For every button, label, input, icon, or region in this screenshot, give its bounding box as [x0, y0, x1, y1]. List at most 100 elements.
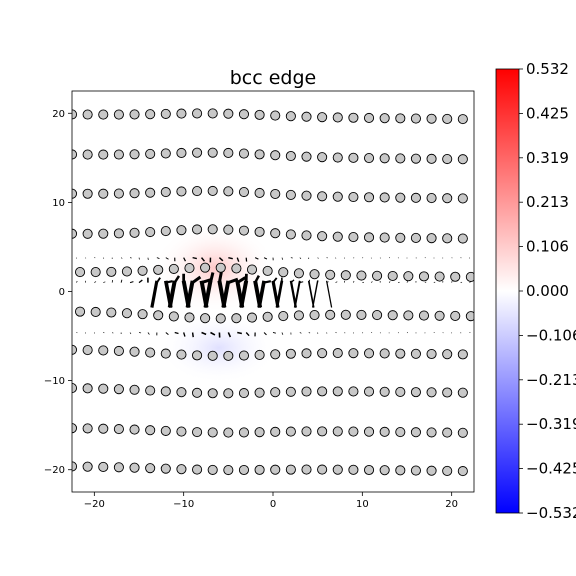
displacement-arrow: [388, 281, 391, 283]
atom: [348, 464, 359, 475]
atom: [450, 310, 461, 322]
atom: [207, 388, 218, 399]
displacement-arrow: [245, 332, 250, 337]
atom: [301, 464, 312, 475]
atom: [450, 271, 461, 282]
atom: [363, 232, 375, 243]
atom: [465, 271, 474, 282]
atom: [442, 387, 453, 398]
displacement-arrow: [263, 332, 267, 336]
atom: [317, 426, 328, 437]
atom: [168, 311, 179, 322]
atom: [278, 267, 289, 278]
atom: [82, 345, 93, 356]
atom: [426, 192, 437, 204]
atom: [457, 349, 468, 360]
displacement-arrow: [201, 331, 207, 336]
atom: [145, 347, 156, 358]
atom: [207, 427, 218, 438]
displacement-arrow: [191, 332, 194, 338]
atom: [363, 464, 375, 476]
core-arrow: [275, 280, 284, 308]
displacement-arrow: [129, 281, 134, 284]
atom: [270, 188, 281, 200]
atom: [301, 230, 312, 241]
displacement-arrow: [138, 279, 143, 284]
atom: [238, 186, 250, 198]
atom: [442, 427, 453, 438]
atom: [410, 387, 421, 398]
atom: [465, 311, 474, 322]
colorbar-tick-label: −0.425: [526, 460, 576, 478]
atom: [395, 426, 406, 438]
atom: [238, 148, 250, 159]
atom: [348, 191, 359, 203]
atom: [82, 228, 93, 239]
atom: [379, 232, 390, 243]
atom: [129, 346, 140, 357]
atom: [410, 232, 421, 244]
atom: [254, 226, 265, 237]
atom: [254, 349, 265, 360]
atom: [160, 226, 171, 237]
atom: [145, 226, 156, 238]
atom: [325, 309, 336, 320]
atom: [270, 464, 281, 475]
atom: [379, 426, 390, 437]
atom: [223, 224, 234, 235]
displacement-arrow: [94, 281, 97, 283]
atom: [145, 463, 156, 474]
atom: [129, 227, 140, 238]
atom: [160, 148, 171, 159]
atom: [270, 228, 281, 239]
atom: [301, 111, 312, 122]
atom: [348, 426, 359, 437]
atom: [379, 153, 390, 164]
atom: [98, 188, 109, 199]
atom: [223, 350, 234, 361]
plot-area: [72, 108, 474, 477]
atom: [98, 383, 109, 394]
atom: [106, 266, 117, 277]
atom: [356, 270, 367, 281]
atom: [82, 188, 93, 199]
displacement-arrow: [263, 257, 268, 260]
atom: [121, 266, 132, 277]
core-arrow: [185, 280, 195, 308]
core-arrow: [167, 280, 177, 308]
atom: [223, 186, 234, 197]
atom: [356, 309, 367, 320]
atom: [442, 113, 453, 124]
displacement-arrow: [227, 332, 232, 338]
displacement-arrow: [165, 332, 169, 336]
y-tick-label: 10: [52, 198, 65, 209]
atom: [317, 191, 328, 202]
atom: [325, 269, 336, 280]
atom: [332, 386, 343, 397]
atoms: [72, 108, 474, 477]
atom: [410, 192, 421, 203]
atom: [215, 262, 226, 273]
displacement-arrow: [183, 332, 186, 337]
atom: [192, 387, 203, 398]
atom: [457, 154, 468, 165]
atom: [74, 267, 86, 278]
atom: [426, 387, 437, 398]
atom: [238, 109, 250, 120]
atom: [176, 186, 187, 197]
atom: [457, 427, 468, 438]
atom: [317, 152, 328, 163]
atom: [348, 232, 359, 243]
atom: [207, 108, 218, 119]
atom: [395, 348, 406, 359]
atom: [363, 153, 375, 164]
atom: [340, 309, 351, 320]
atom: [363, 426, 375, 437]
atom: [168, 263, 179, 274]
x-tick-label: 0: [270, 499, 276, 510]
colorbar-tick-label: −0.319: [526, 415, 576, 433]
atom: [457, 114, 468, 125]
atom: [379, 192, 390, 203]
atom: [160, 425, 171, 436]
